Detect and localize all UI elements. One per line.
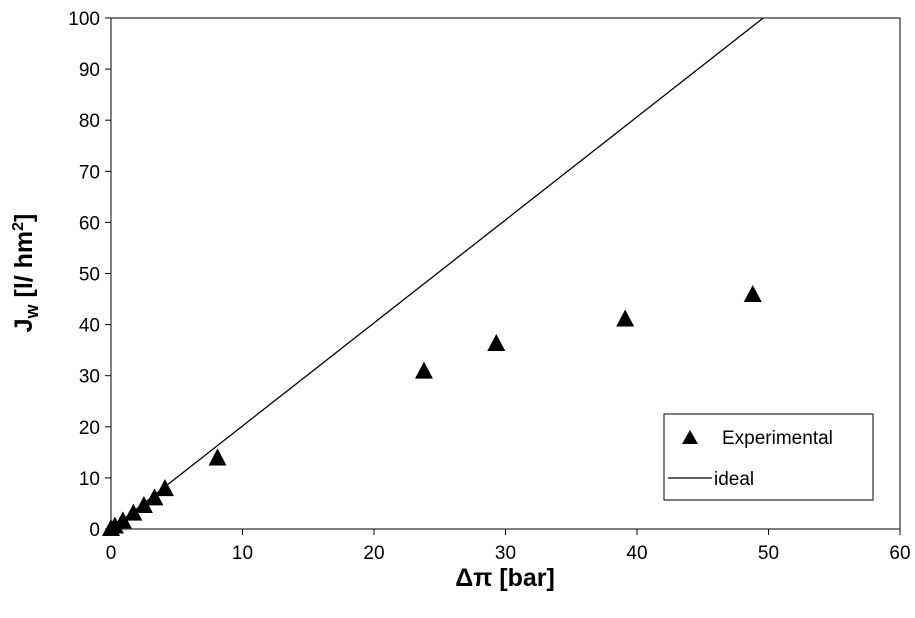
y-axis-ticks: 0 10 20 30 40 50 60 70 80 90 100 [68, 9, 111, 541]
legend-label-ideal: ideal [714, 469, 754, 490]
y-axis-title: Jw [l/ hm2] [10, 214, 42, 333]
data-point-experimental [105, 516, 124, 534]
y-tick-label: 10 [79, 469, 100, 490]
legend-marker-experimental [682, 430, 698, 444]
x-tick-label: 10 [232, 543, 253, 564]
y-tick-label: 20 [79, 418, 100, 439]
y-tick-label: 100 [68, 9, 100, 30]
x-axis-ticks: 0 10 20 30 40 50 60 [106, 529, 911, 564]
data-point-experimental [113, 511, 132, 529]
data-point-experimental [414, 361, 433, 379]
y-tick-label: 0 [89, 520, 100, 541]
x-tick-label: 30 [495, 543, 516, 564]
legend-box [663, 413, 874, 501]
data-point-experimental [616, 309, 635, 327]
y-tick-label: 90 [79, 60, 100, 81]
data-point-experimental [208, 448, 227, 466]
y-tick-label: 50 [79, 265, 100, 286]
y-tick-label: 40 [79, 316, 100, 337]
data-point-experimental [124, 503, 143, 521]
data-point-experimental [145, 488, 164, 506]
y-tick-label: 30 [79, 367, 100, 388]
data-point-experimental [743, 284, 762, 302]
x-tick-label: 40 [626, 543, 647, 564]
series-layer [102, 17, 764, 536]
series-line-ideal [110, 17, 764, 530]
y-tick-label: 70 [79, 162, 100, 183]
x-tick-label: 50 [758, 543, 779, 564]
x-axis-title: Δπ [bar] [455, 564, 555, 592]
x-tick-label: 20 [363, 543, 384, 564]
data-point-experimental [155, 479, 174, 497]
y-tick-label: 80 [79, 111, 100, 132]
y-tick-label: 60 [79, 213, 100, 234]
x-tick-label: 60 [889, 543, 910, 564]
legend: Experimental ideal [663, 413, 874, 501]
legend-label-experimental: Experimental [722, 428, 833, 449]
x-tick-label: 0 [106, 543, 117, 564]
data-point-experimental [487, 334, 506, 352]
data-point-experimental [134, 496, 153, 514]
